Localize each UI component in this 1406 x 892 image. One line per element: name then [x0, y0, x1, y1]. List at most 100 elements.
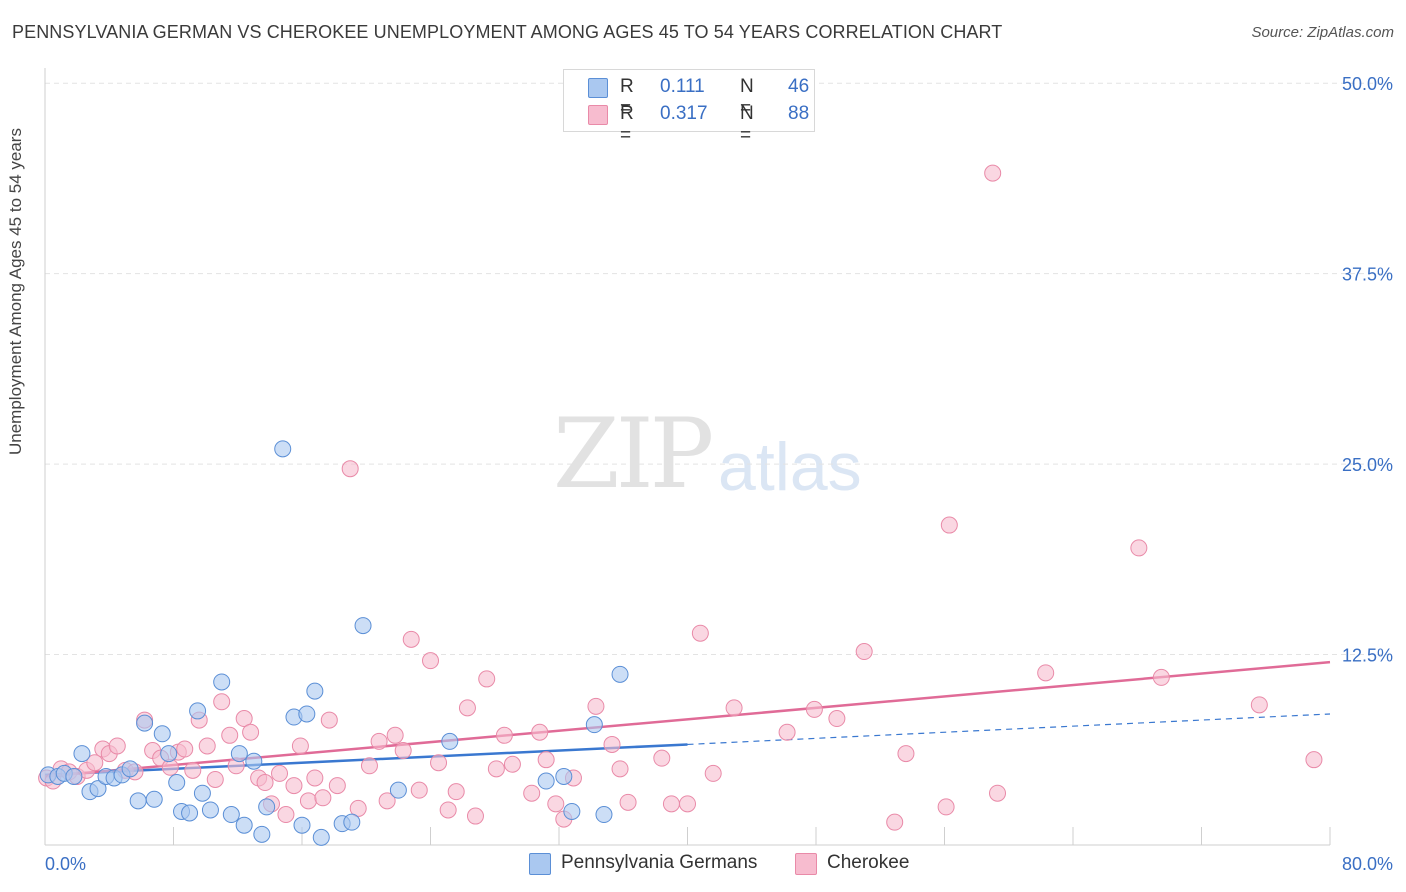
point-cherokee [886, 813, 904, 831]
point-pennsylvania-germans [201, 801, 219, 819]
point-cherokee [306, 769, 324, 787]
point-cherokee [487, 760, 505, 778]
point-pennsylvania-germans [258, 798, 276, 816]
point-cherokee [242, 723, 260, 741]
x-tick-label-max: 80.0% [1342, 854, 1393, 874]
point-cherokee [653, 749, 671, 767]
point-pennsylvania-germans [153, 725, 171, 743]
point-cherokee [725, 699, 743, 717]
stats-swatch-pink [588, 105, 608, 125]
point-cherokee [704, 764, 722, 782]
point-pennsylvania-germans [441, 732, 459, 750]
point-cherokee [537, 751, 555, 769]
point-pennsylvania-germans [168, 774, 186, 792]
point-cherokee [1250, 696, 1268, 714]
legend-swatch-pink [795, 853, 817, 875]
y-tick-label: 12.5% [1342, 646, 1393, 666]
point-cherokee [679, 795, 696, 813]
point-cherokee [394, 742, 412, 760]
point-cherokee [314, 789, 332, 807]
point-cherokee [299, 792, 317, 810]
point-pennsylvania-germans [312, 828, 330, 846]
point-pennsylvania-germans [160, 745, 178, 763]
point-cherokee [108, 737, 126, 755]
point-cherokee [619, 793, 637, 811]
point-cherokee [176, 740, 194, 758]
trendline-extension-pennsylvania-germans [687, 713, 1331, 746]
point-cherokee [370, 732, 388, 750]
point-pennsylvania-germans [354, 617, 372, 635]
point-pennsylvania-germans [189, 702, 207, 720]
point-cherokee [447, 783, 465, 801]
point-cherokee [277, 806, 295, 824]
point-cherokee [439, 801, 457, 819]
point-pennsylvania-germans [65, 767, 83, 785]
point-cherokee [531, 723, 549, 741]
point-cherokee [1152, 668, 1170, 686]
point-cherokee [1305, 751, 1323, 769]
point-cherokee [349, 799, 367, 817]
point-cherokee [547, 795, 565, 813]
point-cherokee [206, 770, 224, 788]
point-cherokee [256, 774, 274, 792]
point-pennsylvania-germans [121, 760, 139, 778]
point-pennsylvania-germans [181, 804, 199, 822]
point-cherokee [458, 699, 476, 717]
stats-r-value: 0.111 [660, 76, 705, 97]
point-cherokee [691, 624, 709, 642]
point-pennsylvania-germans [136, 714, 154, 732]
point-pennsylvania-germans [611, 665, 629, 683]
point-pennsylvania-germans [585, 716, 603, 734]
point-cherokee [478, 670, 496, 688]
stats-n-value: 88 [788, 103, 810, 124]
point-pennsylvania-germans [235, 816, 253, 834]
point-pennsylvania-germans [298, 705, 316, 723]
source-label: Source: ZipAtlas.com [1251, 24, 1394, 41]
point-pennsylvania-germans [145, 790, 163, 808]
point-cherokee [587, 697, 605, 715]
point-cherokee [940, 516, 958, 534]
point-pennsylvania-germans [595, 806, 613, 824]
point-cherokee [611, 760, 629, 778]
point-cherokee [235, 710, 253, 728]
point-cherokee [221, 726, 239, 744]
grid-layer [45, 82, 1390, 656]
point-cherokee [523, 784, 541, 802]
point-cherokee [662, 795, 680, 813]
watermark-zip: ZIP [553, 398, 714, 510]
axes-layer [44, 68, 1331, 846]
point-cherokee [184, 761, 202, 779]
point-pennsylvania-germans [293, 816, 311, 834]
point-pennsylvania-germans [245, 752, 263, 770]
point-pennsylvania-germans [73, 745, 91, 763]
tick-labels-layer: 12.5% 25.0% 37.5% 50.0% 0.0% 80.0% [45, 74, 1393, 874]
stats-r-label: R = [620, 103, 634, 146]
point-cherokee [360, 757, 378, 775]
point-cherokee [855, 643, 873, 661]
point-pennsylvania-germans [563, 802, 581, 820]
point-cherokee [603, 735, 621, 753]
point-cherokee [778, 723, 796, 741]
point-cherokee [422, 652, 439, 670]
point-cherokee [828, 710, 846, 728]
point-cherokee [328, 777, 346, 795]
point-cherokee [402, 630, 420, 648]
point-pennsylvania-germans [89, 780, 107, 798]
stats-r-value: 0.317 [660, 103, 708, 124]
point-cherokee [466, 807, 484, 825]
point-pennsylvania-germans [230, 745, 248, 763]
point-cherokee [198, 737, 216, 755]
point-cherokee [805, 700, 823, 718]
stats-n-label: N = [740, 76, 754, 119]
point-cherokee [937, 798, 955, 816]
point-cherokee [271, 764, 289, 782]
point-pennsylvania-germans [343, 813, 361, 831]
legend-label: Pennsylvania Germans [561, 852, 758, 873]
point-pennsylvania-germans [274, 440, 292, 458]
point-pennsylvania-germans [253, 825, 271, 843]
stats-n-label: N = [740, 103, 754, 146]
legend-label: Cherokee [827, 852, 910, 873]
point-pennsylvania-germans [129, 792, 147, 810]
stats-r-label: R = [620, 76, 634, 119]
